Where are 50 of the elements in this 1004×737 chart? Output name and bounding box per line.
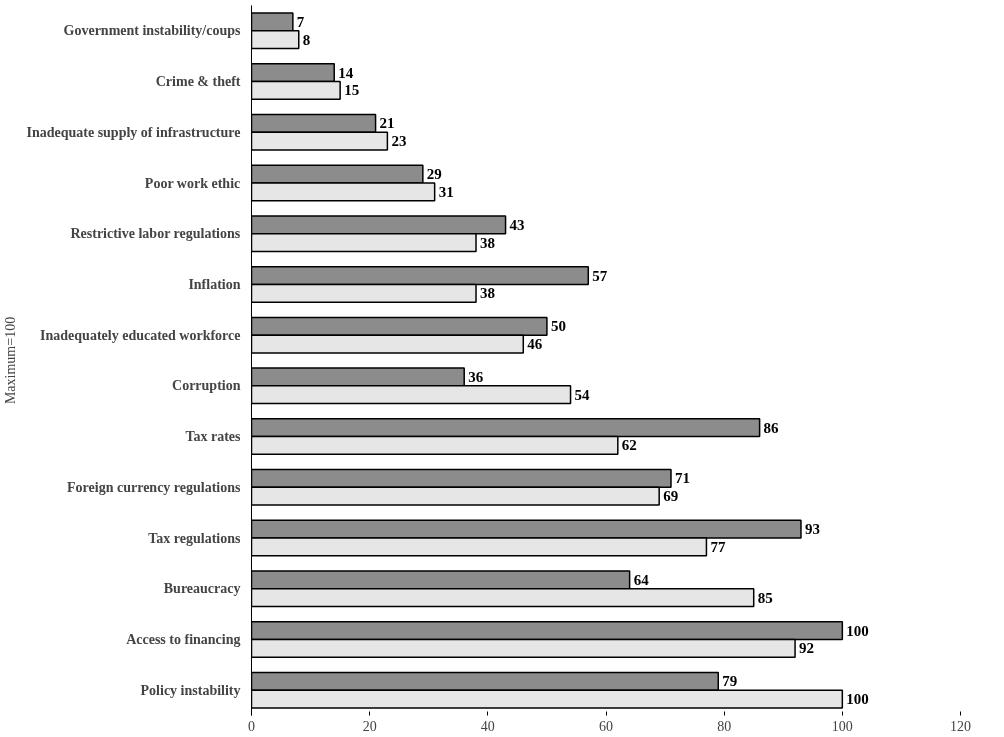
data-label: 15 — [344, 82, 360, 99]
y-tick-label: Government instability/coups — [63, 23, 242, 39]
y-tick-label: Policy instability — [140, 682, 241, 698]
data-label: 43 — [509, 216, 525, 233]
x-tick-label: 40 — [480, 718, 495, 734]
data-label: 29 — [426, 166, 442, 183]
x-tick-label: 20 — [362, 718, 377, 734]
data-label: 23 — [391, 133, 407, 150]
y-tick-label: Inadequate supply of infrastructure — [26, 124, 241, 140]
data-label: 100 — [846, 691, 869, 708]
data-label: 62 — [621, 437, 637, 454]
data-label: 86 — [763, 419, 780, 436]
y-tick-label: Crime & theft — [155, 74, 241, 90]
x-tick-label: 100 — [831, 718, 853, 734]
y-tick-label: Tax rates — [185, 429, 242, 445]
data-label: 57 — [592, 267, 608, 284]
data-label: 93 — [804, 521, 820, 538]
y-tick-label: Restrictive labor regulations — [70, 226, 241, 242]
y-tick-label: Corruption — [172, 378, 241, 394]
data-label: 7 — [296, 13, 305, 30]
data-label: 38 — [480, 234, 496, 251]
x-tick-label: 0 — [248, 718, 255, 734]
data-label: 71 — [674, 470, 690, 487]
x-tick-label: 60 — [599, 718, 613, 734]
data-label: 77 — [710, 538, 726, 555]
data-label: 85 — [757, 589, 773, 606]
data-label: 50 — [550, 318, 566, 335]
y-tick-label: Access to financing — [126, 631, 241, 647]
data-label: 36 — [468, 368, 484, 385]
y-tick-label: Inflation — [188, 276, 241, 292]
data-label: 54 — [574, 386, 591, 403]
y-tick-label: Foreign currency regulations — [67, 479, 242, 495]
x-tick-label: 80 — [717, 718, 732, 734]
data-label: 8 — [302, 31, 311, 48]
data-label: 21 — [379, 115, 395, 132]
y-tick-label: Poor work ethic — [144, 175, 241, 191]
y-axis-title: Maximum=100 — [3, 316, 19, 405]
data-label: 38 — [480, 285, 496, 302]
data-label: 79 — [722, 673, 738, 690]
data-label: 14 — [338, 64, 354, 81]
data-label: 31 — [438, 183, 454, 200]
data-label: 92 — [799, 640, 815, 657]
data-label: 46 — [527, 336, 543, 353]
x-tick-label: 120 — [950, 718, 971, 734]
y-tick-label: Tax regulations — [148, 530, 242, 546]
data-label: 69 — [663, 488, 679, 505]
data-label: 64 — [633, 571, 650, 588]
data-label: 100 — [846, 622, 869, 639]
y-tick-label: Bureaucracy — [163, 581, 241, 597]
y-tick-label: Inadequately educated workforce — [40, 327, 241, 343]
